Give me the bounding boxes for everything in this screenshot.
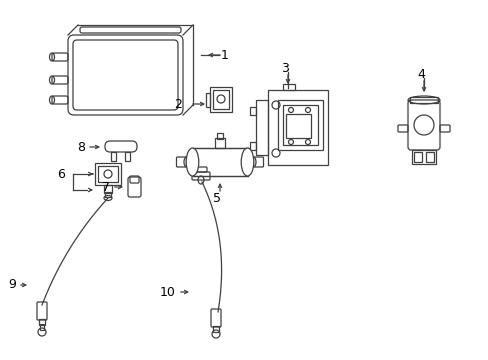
Bar <box>111 152 116 161</box>
Bar <box>40 324 44 330</box>
Bar <box>213 326 219 332</box>
Text: 1: 1 <box>221 49 228 62</box>
Bar <box>425 152 433 162</box>
Text: 7: 7 <box>102 180 110 194</box>
Bar <box>192 148 247 176</box>
Text: 5: 5 <box>213 192 221 204</box>
Bar <box>95 163 121 185</box>
Bar <box>125 152 130 161</box>
Text: 6: 6 <box>57 167 65 180</box>
Bar <box>409 97 437 103</box>
Bar <box>256 100 267 155</box>
Ellipse shape <box>241 148 253 176</box>
Bar <box>249 142 256 150</box>
Bar <box>205 93 209 107</box>
Bar <box>283 84 294 90</box>
Text: 8: 8 <box>77 140 85 153</box>
Bar <box>413 152 421 162</box>
Ellipse shape <box>186 148 199 176</box>
Bar <box>283 105 317 145</box>
Text: 9: 9 <box>8 279 16 292</box>
Bar <box>213 90 228 109</box>
Text: 4: 4 <box>416 68 424 81</box>
Text: 3: 3 <box>281 62 288 75</box>
Bar <box>278 100 323 150</box>
Bar <box>285 114 310 138</box>
Text: 10: 10 <box>160 285 176 298</box>
Text: 2: 2 <box>174 98 182 111</box>
Bar <box>217 133 223 139</box>
Bar <box>104 185 112 193</box>
Bar <box>98 166 118 182</box>
Bar <box>39 319 45 325</box>
Bar <box>411 150 435 164</box>
Bar <box>249 107 256 115</box>
Bar <box>215 138 224 148</box>
Bar <box>105 192 111 197</box>
Bar <box>209 87 231 112</box>
Bar <box>267 90 327 165</box>
